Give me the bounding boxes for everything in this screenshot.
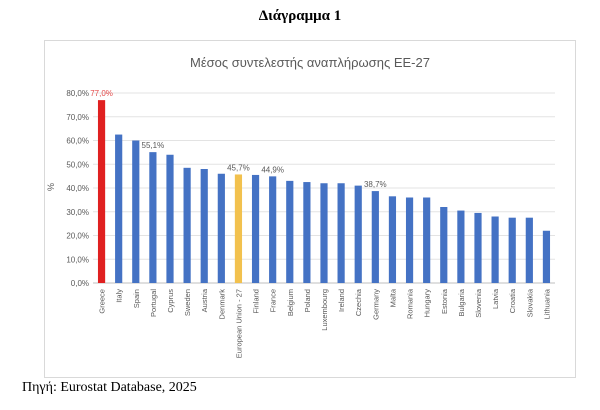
y-tick-label: 30,0%	[66, 208, 89, 217]
bar	[440, 207, 448, 283]
x-tick-label: European Union - 27	[234, 289, 243, 358]
x-tick-label: Estonia	[440, 288, 449, 314]
x-tick-label: Sweden	[183, 289, 192, 316]
x-tick-label: Denmark	[217, 289, 226, 320]
x-tick-label: Luxembourg	[320, 289, 329, 331]
bar	[217, 173, 225, 283]
x-tick-label: Malta	[388, 288, 397, 307]
x-tick-label: Slovenia	[474, 288, 483, 318]
bar	[491, 216, 499, 283]
bars	[97, 100, 551, 283]
data-label: 77,0%	[90, 89, 113, 98]
bar	[388, 196, 397, 283]
bar	[303, 182, 311, 283]
bar	[525, 217, 533, 283]
x-tick-label: Hungary	[423, 289, 432, 318]
data-label: 44,9%	[261, 165, 284, 174]
x-tick-label: Belgium	[286, 289, 295, 316]
x-tick-label: France	[269, 289, 278, 312]
x-tick-label: Portugal	[149, 289, 158, 317]
y-tick-label: 40,0%	[66, 184, 89, 193]
x-tick-label: Greece	[98, 289, 107, 314]
y-tick-label: 60,0%	[66, 137, 89, 146]
x-tick-label: Ireland	[337, 289, 346, 312]
source-note: Πηγή: Eurostat Database, 2025	[22, 380, 197, 395]
data-labels: 77,0% 55,1% 45,7% 44,9% 38,7%	[90, 89, 386, 189]
x-tick-label: Italy	[115, 289, 124, 303]
bar	[508, 217, 516, 283]
bar	[371, 191, 379, 283]
chart-frame: Μέσος συντελεστής αναπλήρωσης ΕΕ-27 % 0,…	[44, 40, 576, 378]
bar	[286, 180, 294, 283]
bar	[251, 174, 260, 283]
bar	[337, 183, 345, 283]
bar	[269, 176, 277, 283]
bar	[234, 174, 243, 283]
bar	[115, 134, 123, 283]
figure-heading: Διάγραμμα 1	[258, 8, 342, 24]
bar	[457, 210, 465, 283]
bar	[183, 167, 191, 283]
x-tick-label: Bulgaria	[457, 288, 466, 316]
x-tick-label: Czechia	[354, 288, 363, 316]
bar	[200, 169, 208, 283]
data-label: 45,7%	[227, 163, 250, 172]
x-tick-label: Romania	[406, 288, 415, 319]
x-tick-label: Latvia	[491, 288, 500, 309]
y-tick-label: 0,0%	[71, 279, 89, 288]
y-axis-label: %	[46, 183, 56, 191]
y-tick-label: 20,0%	[66, 232, 89, 241]
bar	[354, 185, 362, 283]
x-tick-label: Poland	[303, 289, 312, 312]
x-tick-label: Cyprus	[166, 289, 175, 313]
bar	[97, 100, 106, 283]
bar	[166, 154, 174, 283]
y-tick-label: 80,0%	[66, 89, 89, 98]
data-label: 55,1%	[142, 141, 165, 150]
x-tick-label: Austria	[200, 288, 209, 312]
chart-title: Μέσος συντελεστής αναπλήρωσης ΕΕ-27	[190, 55, 430, 70]
bar	[132, 140, 140, 283]
x-tick-label: Croatia	[508, 288, 517, 313]
bar	[320, 183, 328, 283]
bar-chart: Μέσος συντελεστής αναπλήρωσης ΕΕ-27 % 0,…	[46, 55, 555, 358]
x-tick-label: Germany	[371, 289, 380, 320]
x-tick-label: Slovakia	[525, 288, 534, 317]
y-tick-label: 70,0%	[66, 113, 89, 122]
data-label: 38,7%	[364, 180, 387, 189]
y-tick-labels: 0,0% 10,0% 20,0% 30,0% 40,0% 50,0% 60,0% 70,0% 8…	[66, 89, 89, 288]
bar	[149, 152, 157, 283]
y-tick-label: 50,0%	[66, 160, 89, 169]
bar	[474, 212, 482, 283]
x-tick-label: Lithuania	[542, 288, 551, 319]
bar	[405, 197, 414, 283]
y-tick-label: 10,0%	[66, 255, 89, 264]
bar	[542, 230, 551, 283]
x-tick-label: Finland	[252, 289, 261, 314]
x-tick-labels: Greece Italy Spain Portugal Cyprus Sweden Aust…	[98, 288, 552, 358]
bar	[423, 197, 431, 283]
x-tick-label: Spain	[132, 289, 141, 308]
